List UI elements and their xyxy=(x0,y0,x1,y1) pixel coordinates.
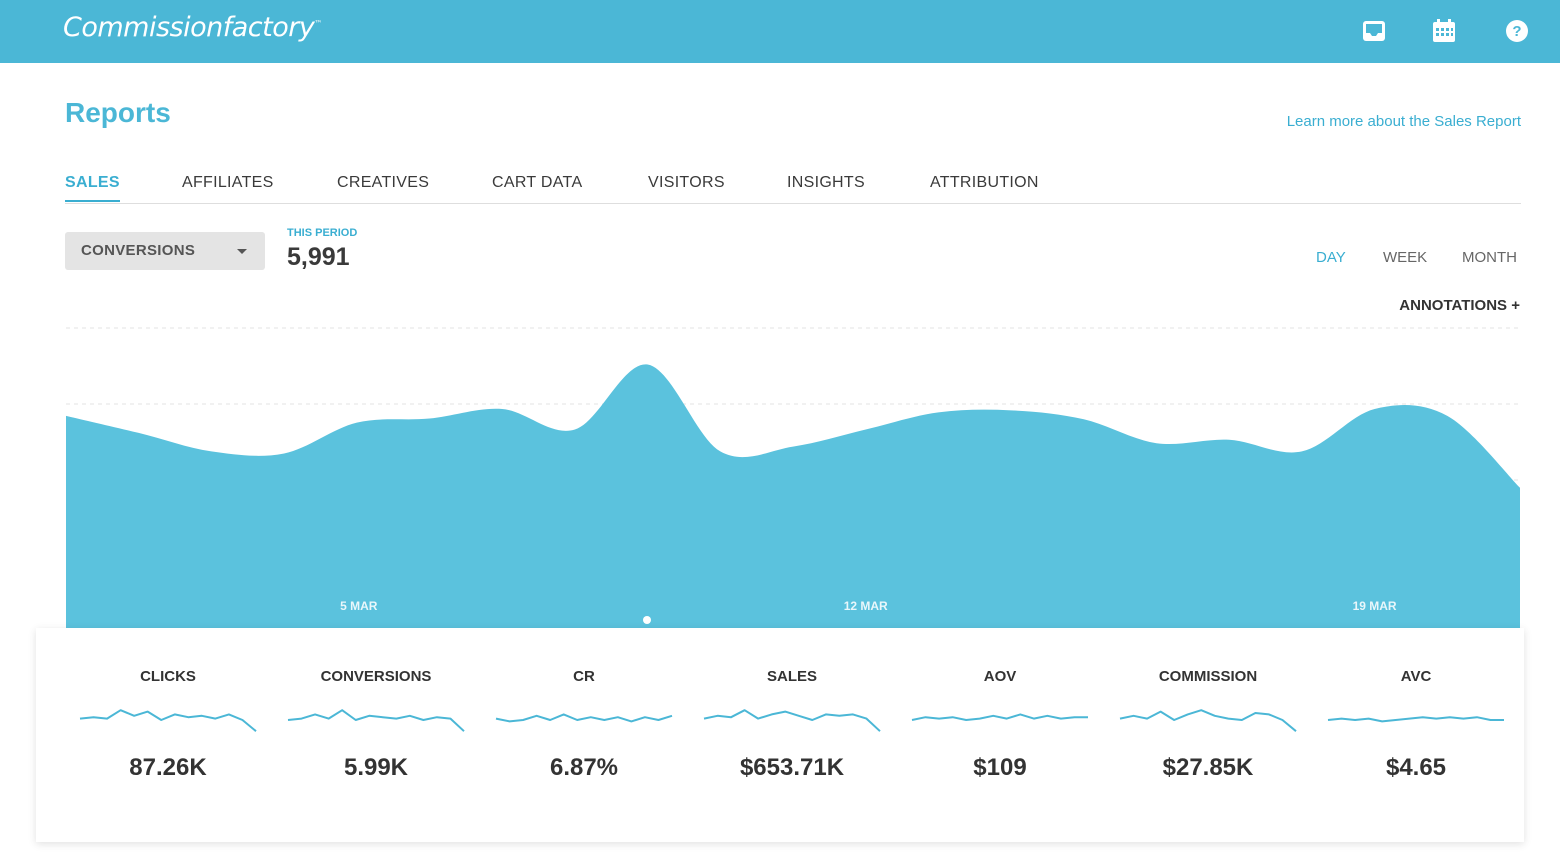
stat-label: CLICKS xyxy=(140,668,196,685)
chart-data-point[interactable] xyxy=(281,450,287,456)
chart-data-point[interactable] xyxy=(1226,437,1232,443)
stat-sparkline xyxy=(79,709,257,732)
chart-data-point[interactable] xyxy=(1517,485,1523,491)
x-axis-tick-label: 5 MAR xyxy=(340,599,378,613)
page-title: Reports xyxy=(65,97,171,128)
conversions-area-chart: 5 MAR 12 MAR 19 MAR xyxy=(63,327,1523,628)
stat-clicks[interactable]: CLICKS 87.26K xyxy=(64,628,272,842)
svg-text:?: ? xyxy=(1512,23,1521,40)
annotations-add-button[interactable]: ANNOTATIONS + xyxy=(1399,297,1520,314)
stat-value: $109 xyxy=(973,754,1027,781)
x-axis-tick-label: 19 MAR xyxy=(1353,599,1397,613)
stat-sparkline xyxy=(1119,709,1297,732)
chart-data-point[interactable] xyxy=(499,406,505,412)
tab-visitors[interactable]: VISITORS xyxy=(648,174,725,191)
sparkline-series xyxy=(703,709,881,732)
tab-creatives[interactable]: CREATIVES xyxy=(337,174,430,191)
metric-dropdown[interactable]: CONVERSIONS xyxy=(65,232,265,270)
stat-sparkline xyxy=(287,709,465,732)
learn-more-link[interactable]: Learn more about the Sales Report xyxy=(1286,113,1521,130)
stat-value: 6.87% xyxy=(549,754,619,781)
stat-value: $653.71K xyxy=(739,754,845,781)
chart-data-point[interactable] xyxy=(1372,406,1378,412)
stat-sparkline xyxy=(703,709,881,732)
stat-conversions[interactable]: CONVERSIONS 5.99K xyxy=(272,628,480,842)
period-label: THIS PERIOD xyxy=(287,227,358,239)
sparkline-series xyxy=(1119,709,1297,732)
chart-data-point[interactable] xyxy=(136,430,142,436)
stat-aov[interactable]: AOV $109 xyxy=(896,628,1104,842)
stat-value: 5.99K xyxy=(343,754,409,781)
sparkline-series xyxy=(495,713,673,723)
chart-data-point[interactable] xyxy=(1299,448,1305,454)
chart-data-point[interactable] xyxy=(572,427,578,433)
chart-data-point[interactable] xyxy=(790,444,796,450)
stat-cr[interactable]: CR 6.87% xyxy=(480,628,688,842)
logo-text: Commissionfactory xyxy=(63,12,315,43)
stat-label: SALES xyxy=(766,668,817,685)
chart-data-point[interactable] xyxy=(354,420,360,426)
commissionfactory-logo[interactable]: Commissionfactory™ xyxy=(63,12,322,43)
chart-scrub-handle[interactable] xyxy=(643,616,651,624)
period-value: 5,991 xyxy=(287,243,350,271)
chart-data-point[interactable] xyxy=(1444,413,1450,419)
trademark-symbol: ™ xyxy=(314,19,322,28)
stat-label: CONVERSIONS xyxy=(320,668,432,685)
stat-sparkline xyxy=(495,713,673,723)
tab-cart-data[interactable]: CART DATA xyxy=(492,174,583,191)
chart-data-point[interactable] xyxy=(427,416,433,422)
chart-data-point[interactable] xyxy=(717,448,723,454)
stat-label: AVC xyxy=(1400,668,1432,685)
chart-data-point[interactable] xyxy=(863,427,869,433)
tab-insights[interactable]: INSIGHTS xyxy=(787,174,865,191)
tab-attribution[interactable]: ATTRIBUTION xyxy=(930,174,1039,191)
sparkline-series xyxy=(287,709,465,732)
sparkline-series xyxy=(1327,716,1504,723)
stat-label: COMMISSION xyxy=(1158,668,1258,685)
help-icon[interactable]: ? xyxy=(1505,19,1529,43)
chart-data-point[interactable] xyxy=(63,413,69,419)
sparkline-series xyxy=(911,713,1088,721)
tab-sales[interactable]: SALES xyxy=(65,174,120,202)
range-month[interactable]: MONTH xyxy=(1462,249,1517,266)
calendar-icon[interactable] xyxy=(1432,19,1456,43)
range-week[interactable]: WEEK xyxy=(1383,249,1428,266)
stat-avc[interactable]: AVC $4.65 xyxy=(1312,628,1520,842)
stat-sales[interactable]: SALES $653.71K xyxy=(688,628,896,842)
chevron-down-icon xyxy=(237,249,247,254)
metric-dropdown-value: CONVERSIONS xyxy=(81,242,196,259)
stat-sparkline xyxy=(911,713,1088,721)
chart-data-point[interactable] xyxy=(208,448,214,454)
chart-data-point[interactable] xyxy=(645,361,651,367)
stats-summary-card: CLICKS 87.26K CONVERSIONS 5.99K CR 6.87% SALES… xyxy=(36,628,1524,842)
stat-sparkline xyxy=(1327,716,1504,723)
inbox-icon[interactable] xyxy=(1362,19,1386,43)
stat-commission[interactable]: COMMISSION $27.85K xyxy=(1104,628,1312,842)
sparkline-series xyxy=(79,709,257,732)
conversions-series-area xyxy=(66,364,1520,628)
tab-affiliates[interactable]: AFFILIATES xyxy=(182,174,274,191)
x-axis-tick-label: 12 MAR xyxy=(844,599,888,613)
stat-label: AOV xyxy=(983,668,1017,685)
stat-label: CR xyxy=(573,668,595,685)
chart-data-point[interactable] xyxy=(1081,416,1087,422)
report-tabs: SALES AFFILIATES CREATIVES CART DATA VIS… xyxy=(65,174,1521,204)
stat-value: $27.85K xyxy=(1162,754,1254,781)
range-day[interactable]: DAY xyxy=(1316,249,1346,266)
stat-value: 87.26K xyxy=(129,754,207,781)
chart-data-point[interactable] xyxy=(935,409,941,415)
top-navbar: Commissionfactory™ ? xyxy=(0,0,1560,63)
stat-value: $4.65 xyxy=(1385,754,1447,781)
chart-data-point[interactable] xyxy=(1154,440,1160,446)
chart-data-point[interactable] xyxy=(1008,407,1014,413)
